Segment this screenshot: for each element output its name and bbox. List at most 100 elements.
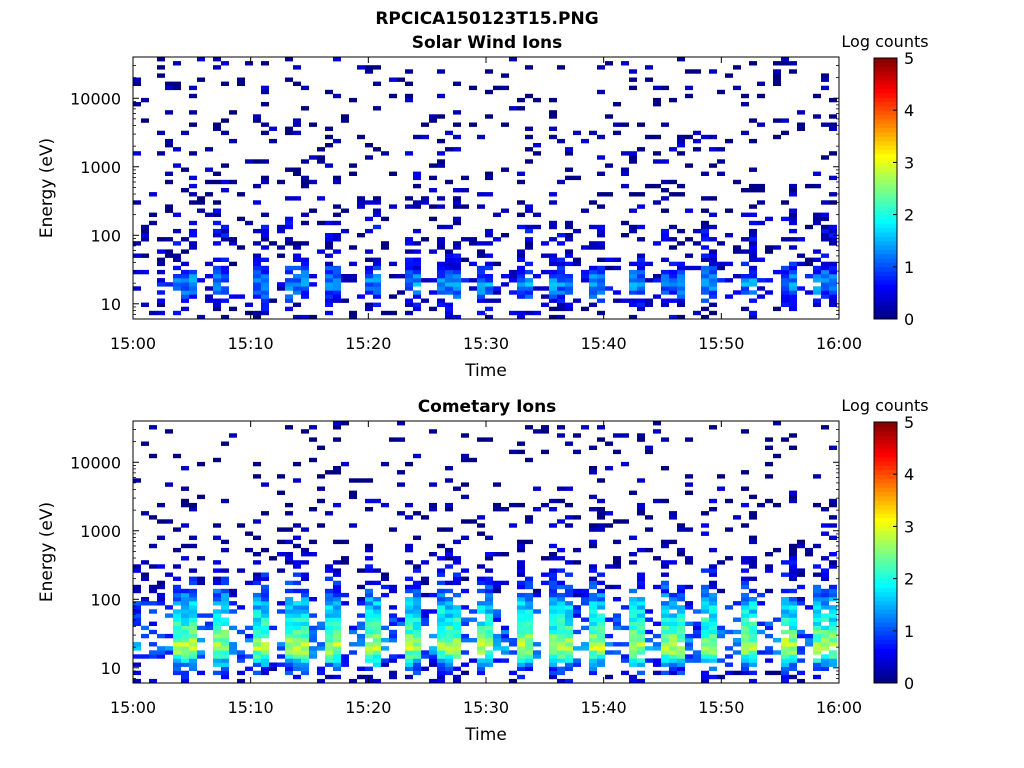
spectrogram-cell [813, 298, 821, 303]
spectrogram-cell [301, 85, 309, 91]
spectrogram-cell [565, 237, 573, 242]
spectrogram-cell [445, 302, 453, 307]
spectrogram-cell [285, 580, 293, 586]
spectrogram-cell [557, 519, 565, 524]
spectrogram-cell [373, 498, 381, 504]
spectrogram-cell [261, 294, 269, 299]
spectrogram-cell [637, 572, 645, 577]
spectrogram-cell [445, 306, 453, 312]
spectrogram-cell [189, 278, 197, 283]
spectrogram-cell [613, 556, 621, 561]
spectrogram-cell [373, 208, 381, 213]
colorbar-segment [874, 84, 897, 89]
spectrogram-cell [781, 290, 789, 295]
spectrogram-cell [789, 294, 797, 299]
spectrogram-cell [629, 621, 637, 626]
spectrogram-cell [421, 650, 429, 655]
spectrogram-cell [749, 556, 757, 561]
spectrogram-cell [701, 257, 709, 262]
spectrogram-cell [573, 515, 581, 520]
spectrogram-cell [205, 192, 213, 197]
spectrogram-cell [733, 638, 741, 643]
spectrogram-cell [189, 658, 197, 663]
spectrogram-cell [373, 278, 381, 283]
spectrogram-cell [229, 261, 237, 267]
spectrogram-cell [165, 482, 173, 487]
spectrogram-cell [413, 629, 421, 635]
spectrogram-cell [653, 97, 661, 103]
spectrogram-cell [221, 130, 229, 136]
spectrogram-cell [525, 597, 533, 602]
spectrogram-cell [829, 192, 837, 197]
spectrogram-cell [405, 269, 413, 275]
spectrogram-cell [157, 57, 165, 62]
spectrogram-cell [269, 625, 277, 631]
spectrogram-cell [549, 633, 557, 639]
spectrogram-cell [709, 253, 717, 258]
spectrogram-cell [765, 278, 773, 283]
spectrogram-cell [709, 265, 717, 271]
spectrogram-cell [189, 535, 197, 540]
spectrogram-cell [701, 245, 709, 250]
spectrogram-cell [637, 265, 645, 271]
spectrogram-cell [157, 650, 165, 655]
spectrogram-cell [173, 282, 181, 287]
spectrogram-cell [181, 274, 189, 279]
spectrogram-cell [669, 224, 677, 230]
spectrogram-cell [437, 658, 445, 663]
spectrogram-cell [189, 274, 197, 279]
spectrogram-cell [749, 212, 757, 217]
spectrogram-cell [765, 290, 773, 295]
spectrogram-cell [701, 298, 709, 303]
spectrogram-cell [733, 245, 741, 250]
spectrogram-cell [829, 625, 837, 631]
spectrogram-cell [413, 294, 421, 299]
spectrogram-cell [709, 302, 717, 307]
spectrogram-cell [269, 556, 277, 561]
spectrogram-cell [349, 97, 357, 103]
spectrogram-cell [301, 572, 309, 577]
spectrogram-cell [741, 282, 749, 287]
spectrogram-cell [669, 613, 677, 618]
spectrogram-cell [757, 188, 765, 193]
spectrogram-cell [789, 666, 797, 671]
spectrogram-cell [589, 282, 597, 287]
spectrogram-cell [757, 294, 765, 299]
spectrogram-cell [141, 302, 149, 307]
spectrogram-cell [445, 601, 453, 606]
spectrogram-cell [485, 298, 493, 303]
spectrogram-cell [405, 196, 413, 201]
spectrogram-cell [405, 560, 413, 565]
spectrogram-cell [157, 310, 165, 316]
spectrogram-cell [813, 592, 821, 598]
spectrogram-cell [349, 310, 357, 316]
spectrogram-cell [477, 658, 485, 663]
spectrogram-cell [797, 539, 805, 545]
colorbar-segment [874, 288, 897, 294]
spectrogram-cell [253, 269, 261, 275]
spectrogram-cell [141, 118, 149, 123]
spectrogram-cell [485, 241, 493, 246]
spectrogram-cell [789, 621, 797, 626]
spectrogram-cell [261, 122, 269, 127]
spectrogram-cell [821, 85, 829, 91]
spectrogram-cell [709, 69, 717, 74]
spectrogram-cell [357, 638, 365, 643]
spectrogram-cell [253, 118, 261, 123]
spectrogram-cell [493, 237, 501, 242]
spectrogram-cell [533, 654, 541, 659]
colorbar-segment [874, 118, 897, 124]
spectrogram-cell [189, 241, 197, 246]
spectrogram-cell [301, 650, 309, 655]
spectrogram-cell [733, 179, 741, 185]
spectrogram-cell [701, 650, 709, 655]
spectrogram-cell [661, 208, 669, 213]
spectrogram-cell [597, 507, 605, 512]
spectrogram-cell [597, 633, 605, 639]
spectrogram-cell [149, 609, 157, 614]
spectrogram-cell [373, 81, 381, 86]
x-tick-label: 15:10 [228, 698, 274, 717]
spectrogram-cell [701, 658, 709, 663]
spectrogram-cell [701, 584, 709, 590]
spectrogram-cell [173, 646, 181, 651]
